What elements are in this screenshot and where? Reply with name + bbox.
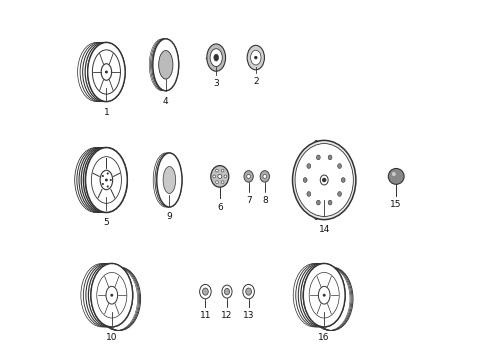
Text: 14: 14 — [318, 225, 330, 234]
Ellipse shape — [88, 42, 125, 102]
Ellipse shape — [153, 39, 179, 91]
Circle shape — [102, 183, 104, 185]
Ellipse shape — [342, 177, 345, 183]
Circle shape — [216, 169, 219, 172]
Ellipse shape — [199, 284, 211, 299]
Circle shape — [254, 56, 258, 59]
Ellipse shape — [100, 170, 113, 190]
Text: 3: 3 — [213, 79, 219, 88]
Text: 4: 4 — [163, 97, 169, 106]
Ellipse shape — [250, 50, 261, 65]
Text: 12: 12 — [221, 311, 233, 320]
Ellipse shape — [295, 144, 353, 216]
Ellipse shape — [318, 286, 330, 304]
Text: 16: 16 — [318, 333, 330, 342]
Circle shape — [105, 179, 108, 181]
Ellipse shape — [338, 192, 342, 196]
Ellipse shape — [157, 153, 182, 207]
Text: 1: 1 — [103, 108, 109, 117]
Text: 10: 10 — [106, 333, 118, 342]
Ellipse shape — [222, 285, 232, 298]
Circle shape — [392, 172, 396, 176]
Text: 15: 15 — [391, 200, 402, 209]
Ellipse shape — [328, 155, 332, 160]
Circle shape — [105, 71, 108, 73]
Circle shape — [388, 168, 404, 184]
Ellipse shape — [303, 264, 345, 327]
Ellipse shape — [86, 148, 127, 212]
Ellipse shape — [247, 45, 265, 70]
Ellipse shape — [207, 44, 225, 71]
Ellipse shape — [317, 155, 320, 160]
Circle shape — [247, 175, 250, 178]
Ellipse shape — [163, 166, 176, 194]
Circle shape — [221, 181, 224, 184]
Ellipse shape — [243, 284, 254, 299]
Circle shape — [216, 181, 219, 184]
Circle shape — [107, 172, 109, 175]
Circle shape — [221, 169, 224, 172]
Ellipse shape — [159, 50, 173, 79]
Circle shape — [110, 179, 112, 181]
Ellipse shape — [106, 286, 118, 304]
Circle shape — [323, 294, 326, 297]
Ellipse shape — [245, 288, 251, 295]
Text: 9: 9 — [167, 212, 172, 221]
Circle shape — [218, 175, 222, 178]
Circle shape — [110, 294, 113, 297]
Ellipse shape — [318, 140, 330, 220]
Text: 6: 6 — [217, 203, 222, 212]
Ellipse shape — [91, 264, 133, 327]
Text: 11: 11 — [199, 311, 211, 320]
Text: 2: 2 — [253, 77, 259, 86]
Ellipse shape — [224, 288, 229, 295]
Circle shape — [322, 178, 326, 182]
Ellipse shape — [307, 164, 311, 168]
Ellipse shape — [202, 288, 208, 295]
Text: 13: 13 — [243, 311, 254, 320]
Circle shape — [213, 175, 216, 178]
Circle shape — [102, 175, 104, 177]
Ellipse shape — [260, 171, 270, 182]
Text: 5: 5 — [103, 218, 109, 227]
Ellipse shape — [317, 200, 320, 205]
Ellipse shape — [320, 175, 328, 185]
Ellipse shape — [338, 164, 342, 168]
Circle shape — [107, 185, 109, 188]
Circle shape — [224, 175, 227, 178]
Ellipse shape — [211, 166, 229, 187]
Text: 8: 8 — [262, 196, 268, 205]
Ellipse shape — [214, 54, 219, 61]
Ellipse shape — [303, 177, 307, 183]
Ellipse shape — [293, 140, 356, 220]
Ellipse shape — [210, 49, 222, 67]
Ellipse shape — [307, 192, 311, 196]
Circle shape — [263, 175, 267, 178]
Ellipse shape — [244, 171, 253, 182]
Ellipse shape — [328, 200, 332, 205]
Text: 7: 7 — [245, 196, 251, 205]
Ellipse shape — [101, 64, 112, 80]
